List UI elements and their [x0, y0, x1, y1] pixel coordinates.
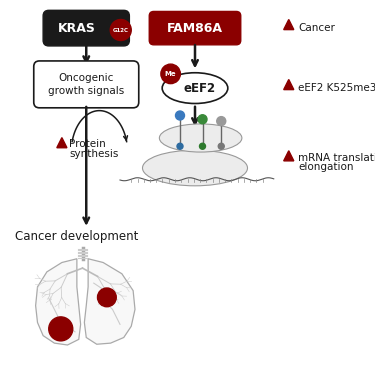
Text: mRNA translation: mRNA translation: [298, 153, 375, 162]
Text: Cancer development: Cancer development: [15, 230, 138, 243]
Polygon shape: [36, 259, 81, 345]
Ellipse shape: [162, 73, 228, 104]
Ellipse shape: [142, 150, 248, 186]
Polygon shape: [57, 138, 67, 148]
Text: Oncogenic: Oncogenic: [58, 73, 114, 82]
Polygon shape: [284, 80, 294, 90]
FancyBboxPatch shape: [149, 12, 241, 45]
Circle shape: [177, 143, 183, 149]
Polygon shape: [284, 20, 294, 30]
Text: elongation: elongation: [298, 162, 354, 172]
Circle shape: [217, 117, 226, 126]
Text: Protein: Protein: [69, 140, 106, 149]
Polygon shape: [84, 259, 135, 344]
Text: KRAS: KRAS: [58, 22, 96, 34]
Circle shape: [98, 288, 116, 307]
Circle shape: [110, 20, 131, 40]
Polygon shape: [284, 151, 294, 161]
Circle shape: [198, 115, 207, 124]
Text: eEF2: eEF2: [183, 82, 216, 94]
FancyBboxPatch shape: [43, 10, 129, 46]
Text: growth signals: growth signals: [48, 86, 124, 96]
Text: Cancer: Cancer: [298, 23, 335, 33]
Circle shape: [218, 143, 224, 149]
Text: FAM86A: FAM86A: [167, 22, 223, 34]
Ellipse shape: [159, 124, 242, 152]
FancyBboxPatch shape: [34, 61, 139, 108]
Circle shape: [200, 143, 206, 149]
Text: Me: Me: [165, 71, 176, 77]
Circle shape: [49, 317, 73, 341]
Circle shape: [161, 64, 180, 84]
Text: G12C: G12C: [113, 27, 129, 33]
Circle shape: [176, 111, 184, 120]
Text: synthesis: synthesis: [69, 149, 119, 159]
Text: eEF2 K525me3: eEF2 K525me3: [298, 83, 375, 93]
